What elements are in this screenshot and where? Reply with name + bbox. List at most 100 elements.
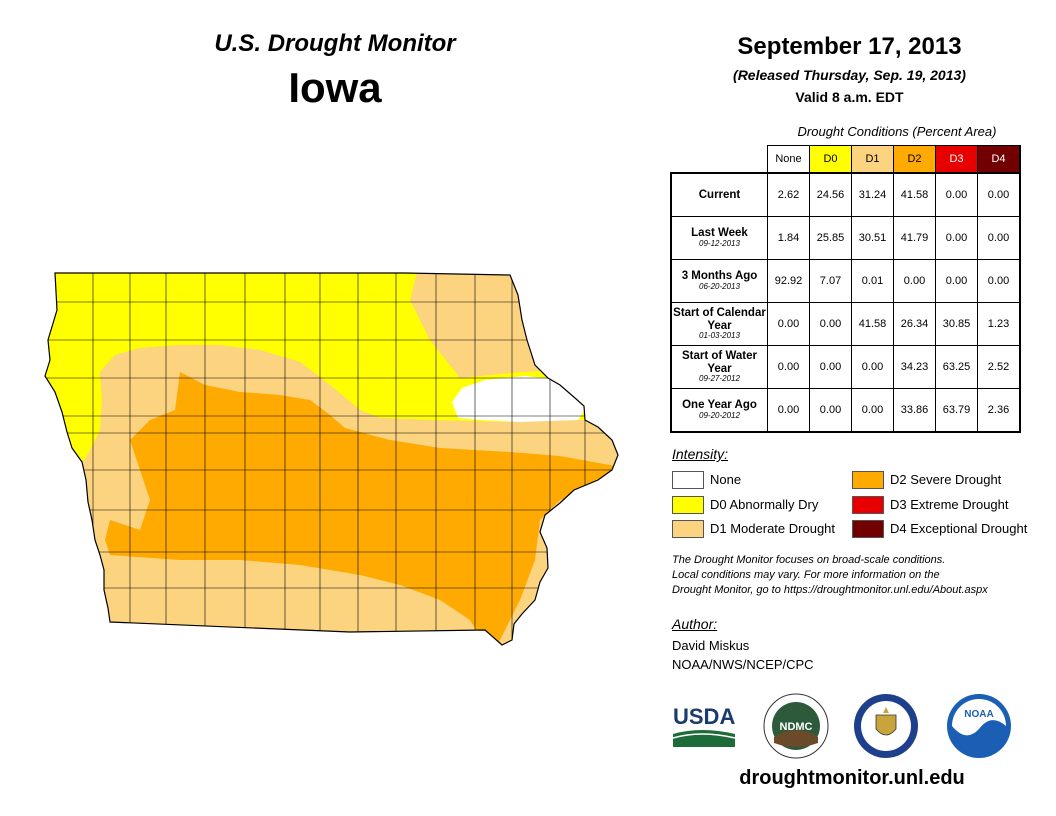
column-header: D0: [809, 145, 852, 174]
table-cell: 0.00: [977, 172, 1021, 217]
column-header: D2: [893, 145, 936, 174]
table-row: Current 2.62 24.56 31.24 41.58 0.00 0.00: [670, 172, 1021, 217]
table-cell: 0.00: [893, 259, 936, 303]
table-cell: 63.25: [935, 345, 978, 389]
column-header: None: [767, 145, 810, 174]
row-label-text: Start of Water Year: [682, 349, 757, 375]
table-caption: Drought Conditions (Percent Area): [797, 124, 997, 139]
legend-label: D4 Exceptional Drought: [890, 521, 1028, 536]
table-cell: 2.52: [977, 345, 1021, 389]
table-cell: 0.01: [851, 259, 894, 303]
usda-logo-text: USDA: [673, 704, 735, 729]
ndmc-logo: NDMC: [763, 693, 829, 759]
note-line: Local conditions may vary. For more info…: [672, 569, 940, 581]
table-cell: 0.00: [935, 259, 978, 303]
legend-label: D3 Extreme Drought: [890, 497, 1009, 512]
table-cell: 0.00: [935, 172, 978, 217]
release-date: (Released Thursday, Sep. 19, 2013): [733, 67, 966, 83]
row-label-date: 01-03-2013: [699, 331, 740, 341]
table-cell: 34.23: [893, 345, 936, 389]
table-row: Start of Calendar Year 01-03-2013 0.00 0.00…: [670, 302, 1021, 346]
table-corner: [671, 145, 768, 173]
legend-label: None: [710, 472, 742, 487]
table-header-row: None D0 D1 D2 D3 D4: [671, 145, 1021, 174]
column-header: D4: [977, 145, 1021, 174]
table-cell: 0.00: [809, 388, 852, 433]
website-url[interactable]: droughtmonitor.unl.edu: [739, 767, 965, 789]
table-cell: 0.00: [809, 345, 852, 389]
table-cell: 41.79: [893, 216, 936, 260]
table-cell: 0.00: [809, 302, 852, 346]
row-label-text: Last Week: [691, 227, 748, 240]
column-header: D3: [935, 145, 978, 174]
table-cell: 0.00: [935, 216, 978, 260]
ndmc-logo-text: NDMC: [780, 721, 813, 733]
table-row: One Year Ago 09-20-2012 0.00 0.00 0.00 33.86 6…: [670, 388, 1021, 433]
legend-swatch: [852, 520, 884, 538]
row-label-date: 06-20-2013: [699, 281, 740, 291]
row-label: Start of Calendar Year 01-03-2013: [670, 302, 768, 346]
legend-swatch: [672, 496, 704, 514]
row-label-date: 09-27-2012: [699, 374, 740, 384]
row-label-text: Current: [698, 188, 741, 201]
legend-title: Intensity:: [672, 446, 729, 462]
noaa-logo: NOAA: [947, 694, 1011, 758]
row-label: Last Week 09-12-2013: [670, 216, 768, 260]
table-cell: 30.51: [851, 216, 894, 260]
note-line: The Drought Monitor focuses on broad-sca…: [672, 554, 946, 566]
monitor-note: The Drought Monitor focuses on broad-sca…: [672, 553, 1042, 598]
row-label: Start of Water Year 09-27-2012: [670, 345, 768, 389]
table-cell: 0.00: [977, 259, 1021, 303]
table-cell: 31.24: [851, 172, 894, 217]
row-label-date: 09-12-2013: [699, 238, 740, 248]
row-label-text: 3 Months Ago: [681, 270, 758, 283]
legend-swatch: [672, 520, 704, 538]
state-outline: [44, 272, 619, 646]
author-name: David Miskus: [672, 638, 750, 653]
table-cell: 2.36: [977, 388, 1021, 433]
table-cell: 0.00: [767, 345, 810, 389]
legend-label: D2 Severe Drought: [890, 472, 1002, 487]
table-cell: 2.62: [767, 172, 810, 217]
legend-swatch: [852, 496, 884, 514]
table-row: 3 Months Ago 06-20-2013 92.92 7.07 0.01 0.00 0…: [670, 259, 1021, 303]
d0-zone: [45, 273, 586, 460]
table-row: Last Week 09-12-2013 1.84 25.85 30.51 41.79 0.…: [670, 216, 1021, 260]
iowa-drought-map: [44, 272, 619, 646]
table-cell: 0.00: [767, 302, 810, 346]
table-cell: 33.86: [893, 388, 936, 433]
table-cell: 26.34: [893, 302, 936, 346]
legend-label: D1 Moderate Drought: [710, 521, 836, 536]
table-cell: 7.07: [809, 259, 852, 303]
noaa-logo-text: NOAA: [964, 709, 993, 720]
row-label-text: One Year Ago: [682, 399, 757, 412]
author-title: Author:: [672, 616, 718, 632]
legend-label: D0 Abnormally Dry: [710, 497, 819, 512]
table-row: Start of Water Year 09-27-2012 0.00 0.00 0.0…: [670, 345, 1021, 389]
state-name: Iowa: [288, 64, 382, 111]
usda-logo: USDA: [672, 704, 735, 747]
row-label: Current: [670, 172, 768, 217]
column-header: D1: [851, 145, 894, 174]
legend-swatch: [852, 471, 884, 489]
map-title: U.S. Drought Monitor: [214, 30, 456, 57]
row-label-date: 09-20-2012: [699, 410, 740, 420]
author-org: NOAA/NWS/NCEP/CPC: [672, 657, 814, 672]
note-line: Drought Monitor, go to https://droughtmo…: [672, 584, 988, 596]
table-cell: 0.00: [767, 388, 810, 433]
row-label: 3 Months Ago 06-20-2013: [670, 259, 768, 303]
table-cell: 0.00: [851, 388, 894, 433]
valid-date: September 17, 2013: [737, 33, 962, 60]
table-cell: 63.79: [935, 388, 978, 433]
table-cell: 30.85: [935, 302, 978, 346]
table-cell: 1.84: [767, 216, 810, 260]
table-cell: 1.23: [977, 302, 1021, 346]
commerce-seal-logo: [854, 694, 918, 758]
table-cell: 92.92: [767, 259, 810, 303]
table-cell: 24.56: [809, 172, 852, 217]
row-label: One Year Ago 09-20-2012: [670, 388, 768, 433]
table-cell: 41.58: [893, 172, 936, 217]
table-cell: 25.85: [809, 216, 852, 260]
county-boundaries: [45, 273, 618, 645]
legend-swatch: [672, 471, 704, 489]
